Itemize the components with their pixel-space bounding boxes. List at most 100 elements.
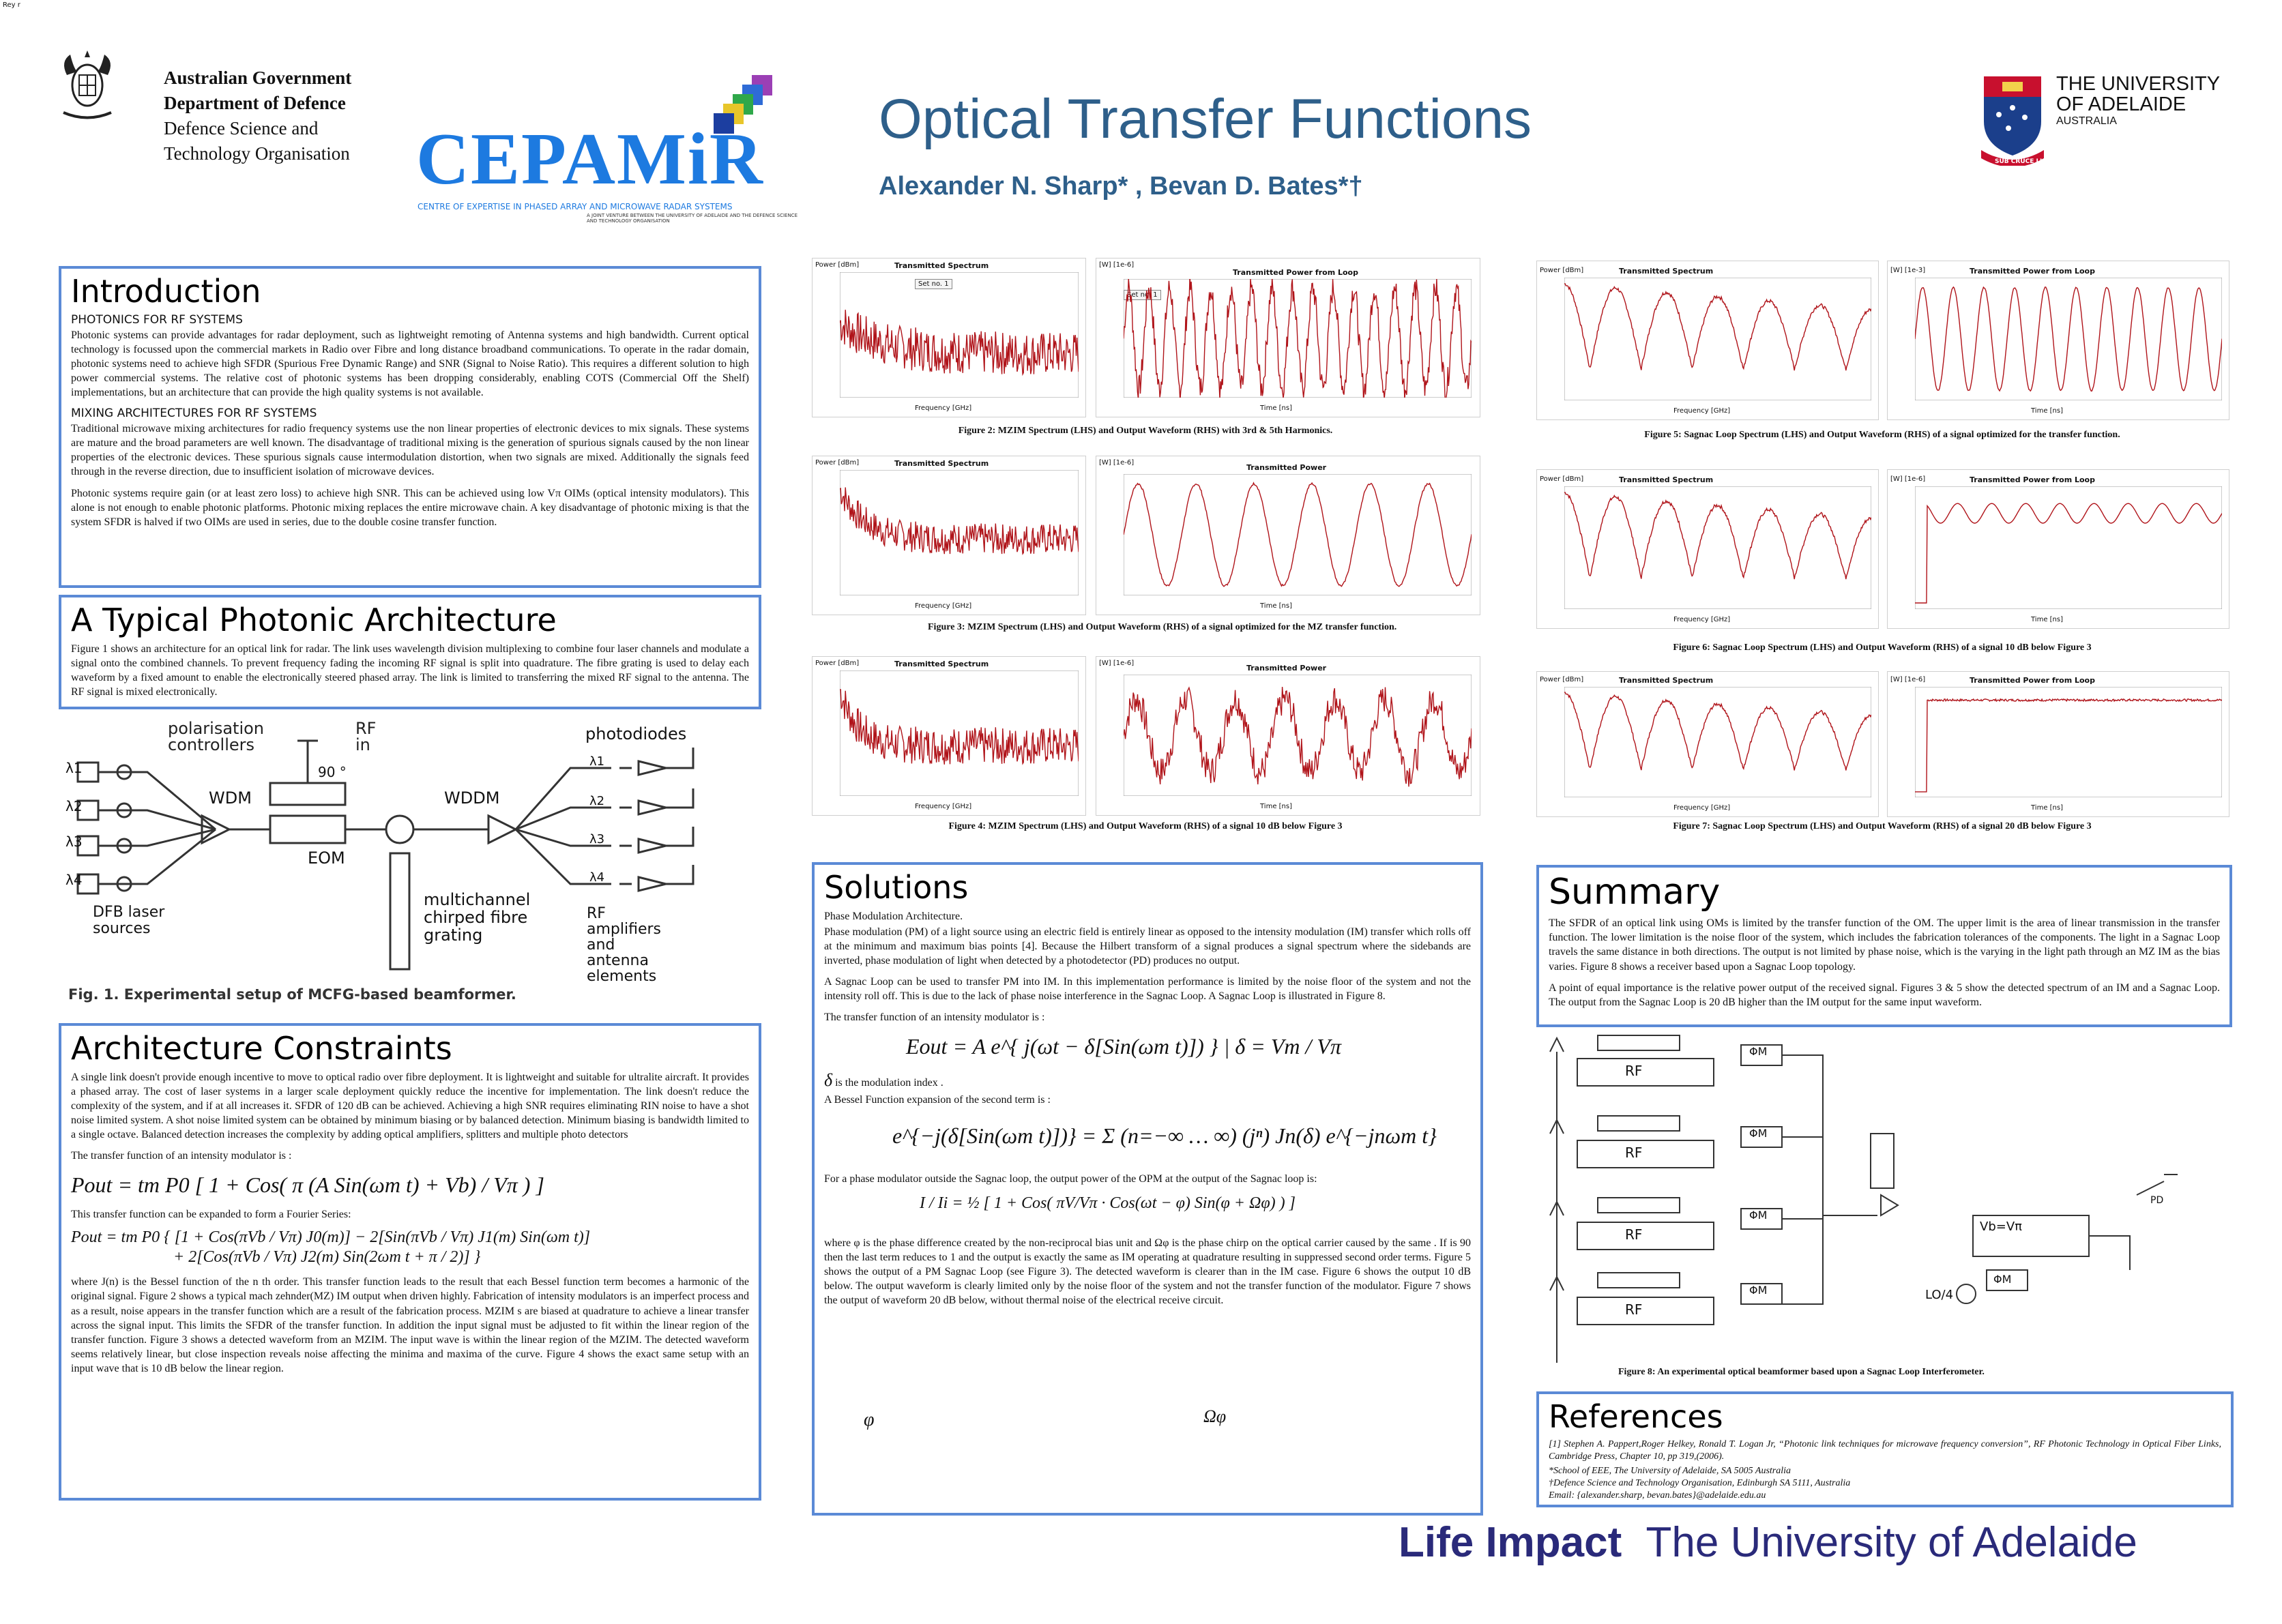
fig2-power-yunit: [W] [1e-6] — [1099, 261, 1135, 269]
fig5-spectrum-plot: Transmitted Spectrum Power [dBm] Frequen… — [1536, 261, 1879, 420]
intro-subheading-2: MIXING ARCHITECTURES FOR RF SYSTEMS — [71, 407, 317, 421]
fig5-spectrum-trace — [1564, 278, 1871, 400]
uni-line-1: THE UNIVERSITY — [2056, 73, 2221, 95]
solutions-paragraph-7: where φ is the phase difference created … — [824, 1237, 1471, 1307]
footer-university: The University of Adelaide — [1645, 1519, 2137, 1566]
fig7-spectrum-title: Transmitted Spectrum — [1619, 676, 1714, 685]
defence-line-3: Defence Science and — [164, 118, 319, 138]
fig1-rf-in-label: RF in — [355, 720, 376, 753]
solutions-paragraph-5: A Bessel Function expansion of the secon… — [824, 1093, 1051, 1106]
fig6-caption: Figure 6: Sagnac Loop Spectrum (LHS) and… — [1673, 643, 2092, 653]
fig6-power-plot: Transmitted Power from Loop [W] [1e-6] T… — [1887, 469, 2229, 629]
footer-life-impact: Life Impact — [1399, 1519, 1622, 1566]
fig4-power-plot: Transmitted Power [W] [1e-6] Time [ns] — [1096, 656, 1480, 816]
fig3-caption: Figure 3: MZIM Spectrum (LHS) and Output… — [928, 622, 1397, 632]
fig6-spectrum-xlabel: Frequency [GHz] — [1673, 616, 1731, 623]
fig7-spectrum-yunit: Power [dBm] — [1540, 676, 1584, 683]
fig1-mcfg-label: multichannel chirped fibre grating — [424, 891, 530, 944]
solutions-paragraph-3: The transfer function of an intensity mo… — [824, 1012, 1045, 1024]
defence-org-block: Australian Government Department of Defe… — [164, 65, 351, 166]
fig3-power-plot: Transmitted Power [W] [1e-6] Time [ns] — [1096, 456, 1480, 615]
fig1-pd-lambda-1: λ1 — [589, 754, 605, 769]
intro-subheading-1: PHOTONICS FOR RF SYSTEMS — [71, 312, 243, 327]
fig8-caption: Figure 8: An experimental optical beamfo… — [1618, 1367, 1985, 1377]
fig4-spectrum-trace — [840, 670, 1079, 796]
fig1-mcfg-1: multichannel — [424, 890, 531, 909]
fig5-power-yunit: [W] [1e-3] — [1890, 267, 1926, 274]
solutions-heading: Solutions — [824, 869, 969, 906]
fig1-lambda-1: λ1 — [65, 760, 83, 776]
solutions-equation-1: Eout = A e^{ j(ωt − δ[Sin(ωm t)]) } | δ … — [906, 1034, 1341, 1059]
solutions-delta-line: δ is the modulation index . — [824, 1069, 1471, 1092]
fig4-spectrum-xlabel: Frequency [GHz] — [915, 803, 972, 810]
fig3-spectrum-title: Transmitted Spectrum — [894, 459, 989, 468]
fig1-caption: Fig. 1. Experimental setup of MCFG-based… — [68, 986, 516, 1003]
fig2-power-trace — [1124, 279, 1472, 398]
fig5-power-xlabel: Time [ns] — [2031, 407, 2064, 415]
solutions-delta-symbol: δ — [824, 1070, 833, 1091]
fig1-dfb-label: DFB laser sources — [93, 904, 164, 937]
cepamir-subtitle-2: A JOINT VENTURE BETWEEN THE UNIVERSITY O… — [587, 213, 798, 224]
fig1-rf: RF — [355, 719, 377, 738]
university-name-block: THE UNIVERSITY OF ADELAIDE AUSTRALIA — [2056, 74, 2220, 128]
fig1-rfamp-2: amplifiers — [587, 921, 662, 938]
fig7-spectrum-plot: Transmitted Spectrum Power [dBm] Frequen… — [1536, 671, 1879, 817]
fig7-power-trace — [1915, 687, 2222, 797]
fig6-spectrum-trace — [1564, 486, 1871, 609]
solutions-paragraph-6: For a phase modulator outside the Sagnac… — [824, 1172, 1317, 1185]
summary-paragraph-1: The SFDR of an optical link using OMs is… — [1549, 917, 2220, 973]
constraints-paragraph-1: A single link doesn't provide enough inc… — [71, 1071, 749, 1141]
poster-title: Optical Transfer Functions — [879, 88, 1532, 150]
fig2-spectrum-set-select[interactable]: Set no. 1 — [915, 279, 952, 289]
fig8-rf-label-3: RF — [1625, 1226, 1643, 1243]
fig2-spectrum-title: Transmitted Spectrum — [894, 261, 989, 270]
fig3-power-trace — [1124, 474, 1472, 595]
solutions-equation-2: e^{−j(δ[Sin(ωm t)])} = Σ (n=−∞ … ∞) (jⁿ)… — [892, 1123, 1437, 1148]
fig7-spectrum-trace — [1564, 687, 1871, 797]
cepamir-squares-logo — [710, 74, 791, 156]
fig4-power-trace — [1124, 675, 1472, 796]
fig4-spectrum-title: Transmitted Spectrum — [894, 660, 989, 668]
fig5-power-plot: Transmitted Power from Loop [W] [1e-3] T… — [1887, 261, 2229, 420]
fig1-pd-lambda-3: λ3 — [589, 832, 605, 846]
fig1-rfamp-3: and — [587, 936, 615, 954]
fig3-spectrum-trace — [840, 470, 1079, 595]
typical-architecture-section: A Typical Photonic Architecture Figure 1… — [59, 595, 761, 709]
fig5-spectrum-xlabel: Frequency [GHz] — [1673, 407, 1731, 415]
fig3-power-xlabel: Time [ns] — [1260, 602, 1293, 610]
fig5-power-trace — [1915, 278, 2222, 400]
reference-affiliation-2: †Defence Science and Technology Organisa… — [1549, 1478, 1851, 1488]
university-crest-logo — [1978, 74, 2047, 167]
fig4-power-xlabel: Time [ns] — [1260, 803, 1293, 810]
references-section: References [1] Stephen A. Pappert,Roger … — [1536, 1391, 2234, 1507]
fig2-spectrum-yunit: Power [dBm] — [815, 261, 860, 269]
fig1-rfamp-4: antenna — [587, 952, 649, 969]
solutions-omega-phi-symbol: Ωφ — [1203, 1406, 1227, 1426]
constraints-heading: Architecture Constraints — [71, 1030, 452, 1067]
fig4-power-title: Transmitted Power — [1246, 664, 1327, 673]
fig6-spectrum-title: Transmitted Spectrum — [1619, 475, 1714, 484]
fig6-power-yunit: [W] [1e-6] — [1890, 475, 1926, 483]
fig5-power-title: Transmitted Power from Loop — [1970, 267, 2095, 276]
fig1-pd-lambda-4: λ4 — [589, 870, 605, 885]
fig1-photodiodes: photodiodes — [585, 724, 687, 743]
fig5-spectrum-title: Transmitted Spectrum — [1619, 267, 1714, 276]
fig1-lambda-4: λ4 — [65, 872, 83, 888]
defence-line-1: Australian Government — [164, 68, 352, 88]
fig1-pd-lambda-2: λ2 — [589, 794, 605, 808]
constraints-equation-2b: + 2[Cos(πVb / Vπ) J2(m) Sin(2ωm t + π / … — [173, 1248, 481, 1267]
defence-line-2: Department of Defence — [164, 93, 346, 113]
fig3-power-yunit: [W] [1e-6] — [1099, 459, 1135, 467]
fig1-rf-amp-label: RF amplifiers and antenna elements — [587, 906, 661, 984]
summary-heading: Summary — [1549, 872, 1721, 913]
fig1-wddm: WDDM — [444, 788, 500, 808]
fig7-power-title: Transmitted Power from Loop — [1970, 676, 2095, 685]
fig4-spectrum-yunit: Power [dBm] — [815, 660, 860, 667]
typical-architecture-heading: A Typical Photonic Architecture — [71, 602, 557, 638]
reference-affiliation-1: *School of EEE, The University of Adelai… — [1549, 1465, 1791, 1476]
uni-line-2: OF ADELAIDE — [2056, 93, 2186, 115]
fig8-rf-label-1: RF — [1625, 1063, 1643, 1079]
fig7-power-yunit: [W] [1e-6] — [1890, 676, 1926, 683]
figure-8-diagram: RF RF RF RF ΦM ΦM ΦM ΦM Vb=Vπ ΦM LO/4 PD — [1536, 1031, 2232, 1363]
fig8-phim-2: ΦM — [1749, 1127, 1768, 1140]
